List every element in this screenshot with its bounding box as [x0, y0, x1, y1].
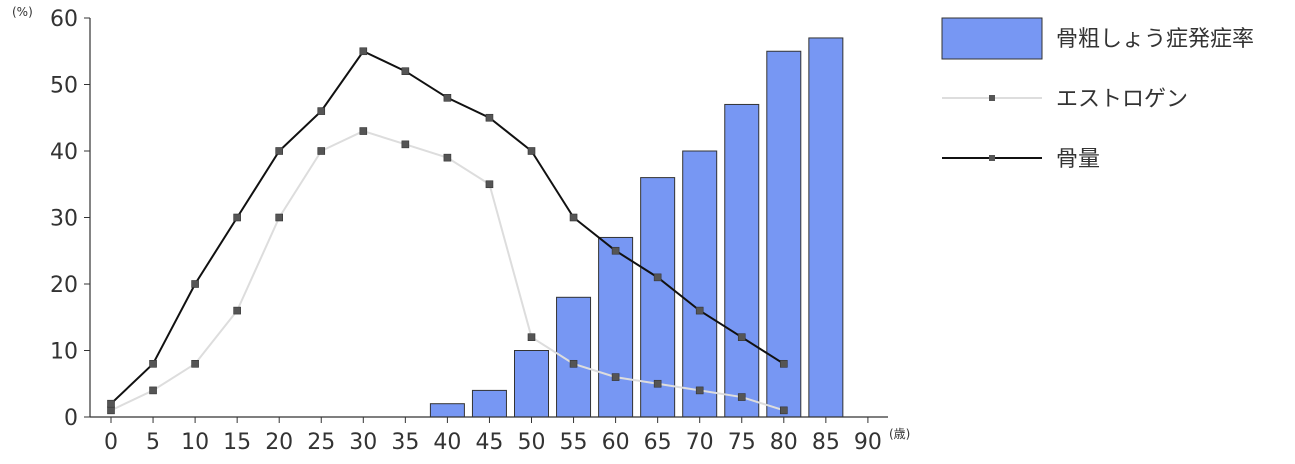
x-tick-label: 85 — [812, 430, 840, 455]
y-tick-label: 0 — [64, 406, 78, 431]
x-tick-label: 55 — [560, 430, 588, 455]
x-tick-label: 90 — [854, 430, 882, 455]
legend-label-osteoporosis: 骨粗しょう症発症率 — [1056, 27, 1254, 52]
point-bone-mass — [401, 67, 410, 75]
bars-layer — [429, 37, 844, 418]
bar-osteoporosis — [598, 236, 634, 418]
point-bone-mass — [107, 399, 115, 408]
bar-osteoporosis — [514, 350, 549, 418]
bar-osteoporosis — [682, 150, 718, 418]
lines-layer — [107, 47, 788, 415]
point-estrogen — [149, 386, 157, 395]
point-estrogen — [191, 359, 199, 368]
x-tick-label: 20 — [265, 430, 293, 455]
legend-label-bone-mass: 骨量 — [1056, 147, 1100, 172]
x-unit-label: (歳) — [889, 427, 910, 441]
x-tick-label: 75 — [728, 430, 756, 455]
point-bone-mass — [695, 306, 704, 315]
y-tick-label: 20 — [50, 273, 78, 298]
point-bone-mass — [359, 47, 368, 56]
point-estrogen — [317, 147, 326, 155]
point-estrogen — [275, 213, 284, 222]
point-estrogen — [611, 373, 620, 381]
x-tick-label: 30 — [349, 430, 377, 455]
x-tick-label: 0 — [104, 430, 118, 455]
legend-marker-bone-mass — [989, 155, 995, 161]
point-bone-mass — [653, 273, 662, 282]
point-bone-mass — [233, 213, 241, 222]
x-tick-label: 60 — [602, 430, 630, 455]
y-tick-label: 40 — [50, 140, 78, 165]
bar-osteoporosis — [808, 37, 844, 418]
x-tick-label: 25 — [307, 430, 335, 455]
point-bone-mass — [191, 280, 199, 288]
point-estrogen — [779, 406, 788, 415]
x-tick-label: 80 — [770, 430, 798, 455]
point-bone-mass — [275, 147, 284, 155]
legend: 骨粗しょう症発症率 エストロゲン 骨量 — [941, 17, 1254, 172]
y-unit-label: (%) — [12, 5, 33, 19]
legend-swatch-osteoporosis — [941, 17, 1043, 60]
point-estrogen — [359, 127, 368, 135]
x-tick-label: 50 — [518, 430, 546, 455]
bar-osteoporosis — [429, 403, 465, 418]
point-bone-mass — [611, 246, 620, 255]
x-tick-label: 10 — [181, 430, 209, 455]
point-bone-mass — [779, 359, 788, 368]
point-estrogen — [233, 306, 241, 315]
bar-osteoporosis — [471, 389, 507, 418]
x-tick-label: 35 — [391, 430, 419, 455]
point-bone-mass — [317, 107, 326, 115]
point-bone-mass — [527, 147, 536, 155]
point-estrogen — [443, 153, 452, 162]
point-bone-mass — [485, 113, 494, 122]
point-estrogen — [107, 406, 115, 415]
point-bone-mass — [737, 333, 746, 342]
point-bone-mass — [443, 94, 452, 102]
point-estrogen — [569, 359, 578, 368]
y-tick-label: 50 — [50, 74, 78, 99]
point-bone-mass — [569, 213, 578, 222]
legend-label-estrogen: エストロゲン — [1056, 87, 1188, 112]
point-estrogen — [401, 140, 410, 149]
point-estrogen — [653, 379, 662, 388]
x-tick-label: 40 — [433, 430, 461, 455]
point-estrogen — [485, 180, 494, 189]
bar-osteoporosis — [766, 50, 802, 418]
bar-osteoporosis — [724, 103, 760, 418]
y-tick-label: 10 — [50, 340, 78, 365]
x-tick-label: 65 — [644, 430, 672, 455]
legend-marker-estrogen — [989, 95, 995, 101]
point-bone-mass — [149, 359, 157, 368]
y-tick-label: 30 — [50, 207, 78, 232]
x-tick-label: 15 — [223, 430, 251, 455]
point-estrogen — [695, 386, 704, 395]
x-tick-label: 5 — [146, 430, 160, 455]
x-tick-label: 45 — [475, 430, 503, 455]
x-tick-label: 70 — [686, 430, 714, 455]
ticks: 0 5 10 15 20 25 30 35 40 45 50 55 60 65 70 75 80 85 90 0 10 2… — [50, 7, 882, 455]
point-estrogen — [737, 393, 746, 401]
point-estrogen — [527, 333, 536, 342]
y-tick-label: 60 — [50, 7, 78, 32]
